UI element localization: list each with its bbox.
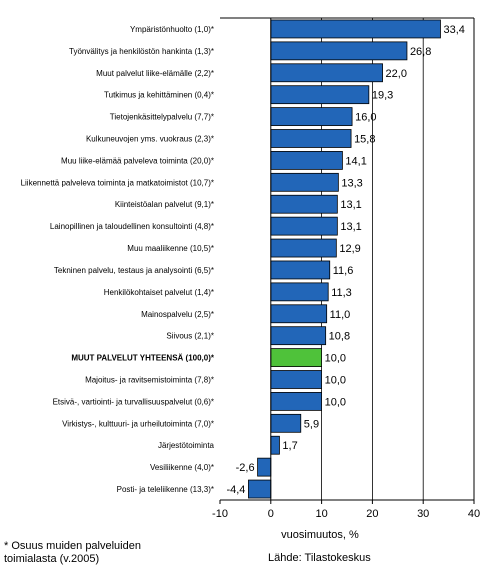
value-label: 33,4 xyxy=(443,24,464,36)
x-tick-label: 30 xyxy=(417,508,429,520)
bar xyxy=(270,129,352,148)
value-label: 11,3 xyxy=(331,287,352,299)
bar xyxy=(270,304,328,324)
bar xyxy=(270,216,338,236)
bar xyxy=(270,194,338,214)
value-label: 16,0 xyxy=(355,112,376,124)
source-label: Lähde: Tilastokeskus xyxy=(268,552,371,564)
value-label: 5,9 xyxy=(304,418,319,430)
value-labels: 33,4 26,822,0 19,3 16,0 15,8 14,1 13,3 13,1 13,1… xyxy=(226,24,464,496)
value-label: 14,1 xyxy=(345,155,366,167)
x-tick-label: 40 xyxy=(468,508,480,520)
x-axis-label: vuosimuutos, % xyxy=(281,529,359,541)
value-label: -4,4 xyxy=(226,484,245,496)
category-label: Muu liike-elämää palveleva toiminta (20,… xyxy=(61,156,214,165)
bar xyxy=(270,282,329,302)
category-label: Muu maaliikenne (10,5)* xyxy=(127,244,214,253)
bar xyxy=(270,413,302,433)
value-label: 19,3 xyxy=(372,90,393,102)
value-label: 26,8 xyxy=(410,46,431,58)
bar xyxy=(270,392,322,411)
category-label: Mainospalvelu (2,5)* xyxy=(141,310,214,319)
bar xyxy=(270,260,331,280)
category-label: Tekninen palvelu, testaus ja analysointi… xyxy=(54,266,214,275)
x-tick-label: 0 xyxy=(268,508,274,520)
category-label: Ympäristönhuolto (1,0)* xyxy=(130,25,214,34)
category-label: Tietojenkäsittelypalvelu (7,7)* xyxy=(110,113,214,122)
value-label: 13,3 xyxy=(341,177,362,189)
bar-highlight xyxy=(270,348,322,367)
bar xyxy=(270,107,353,126)
category-label: Tutkimus ja kehittäminen (0,4)* xyxy=(104,91,214,100)
category-label: Siivous (2,1)* xyxy=(166,332,214,341)
category-label: Työnvälitys ja henkilöstön hankinta (1,3… xyxy=(69,47,214,56)
value-label: 15,8 xyxy=(354,134,375,146)
category-label: Majoitus- ja ravitsemistoiminta (7,8)* xyxy=(85,376,214,385)
category-label: Muut palvelut liike-elämälle (2,2)* xyxy=(96,69,214,78)
value-label: 13,1 xyxy=(340,221,361,233)
bar xyxy=(270,326,327,346)
value-label: -2,6 xyxy=(236,462,255,474)
bar xyxy=(270,41,408,61)
value-label: 10,0 xyxy=(325,375,346,387)
bar xyxy=(270,19,441,39)
value-label: 10,0 xyxy=(325,353,346,365)
category-label: Liikennettä palveleva toiminta ja matkat… xyxy=(21,178,214,187)
x-tick-label: 10 xyxy=(315,508,327,520)
x-tick-label: 20 xyxy=(366,508,378,520)
category-label: Järjestötoiminta xyxy=(158,441,215,450)
category-label: Lainopillinen ja taloudellinen konsultoi… xyxy=(50,222,214,231)
bar xyxy=(270,63,383,83)
value-label: 22,0 xyxy=(386,68,407,80)
category-labels: Ympäristönhuolto (1,0)* Työnvälitys ja he… xyxy=(21,25,215,494)
bar xyxy=(270,238,337,258)
bars xyxy=(248,19,441,499)
value-label: 10,0 xyxy=(325,396,346,408)
footnote: * Osuus muiden palveluiden toimialasta (… xyxy=(4,540,141,565)
bar xyxy=(248,479,272,499)
bar xyxy=(270,370,322,389)
category-label: MUUT PALVELUT YHTEENSÄ (100,0)* xyxy=(71,354,215,363)
value-label: 13,1 xyxy=(340,199,361,211)
bar xyxy=(257,457,272,477)
bar xyxy=(270,151,343,170)
category-label: Etsivä-, vartiointi- ja turvallisuuspalv… xyxy=(53,397,214,406)
value-label: 11,0 xyxy=(330,309,351,321)
value-label: 10,8 xyxy=(329,331,350,343)
bar xyxy=(270,172,339,192)
category-label: Kiinteistöalan palvelut (9,1)* xyxy=(115,200,214,209)
value-label: 12,9 xyxy=(339,243,360,255)
bar xyxy=(270,435,280,455)
value-label: 11,6 xyxy=(333,265,354,277)
x-axis: -10 0 10 20 30 40 xyxy=(212,18,480,520)
category-label: Vesiliikenne (4,0)* xyxy=(150,463,214,472)
category-label: Posti- ja teleliikenne (13,3)* xyxy=(117,485,214,494)
category-label: Virkistys-, kulttuuri- ja urheilutoimint… xyxy=(62,419,214,428)
category-label: Henkilökohtaiset palvelut (1,4)* xyxy=(104,288,214,297)
x-tick-label: -10 xyxy=(212,508,228,520)
value-label: 1,7 xyxy=(282,440,297,452)
category-label: Kulkuneuvojen yms. vuokraus (2,3)* xyxy=(86,135,214,144)
bar xyxy=(270,85,370,105)
